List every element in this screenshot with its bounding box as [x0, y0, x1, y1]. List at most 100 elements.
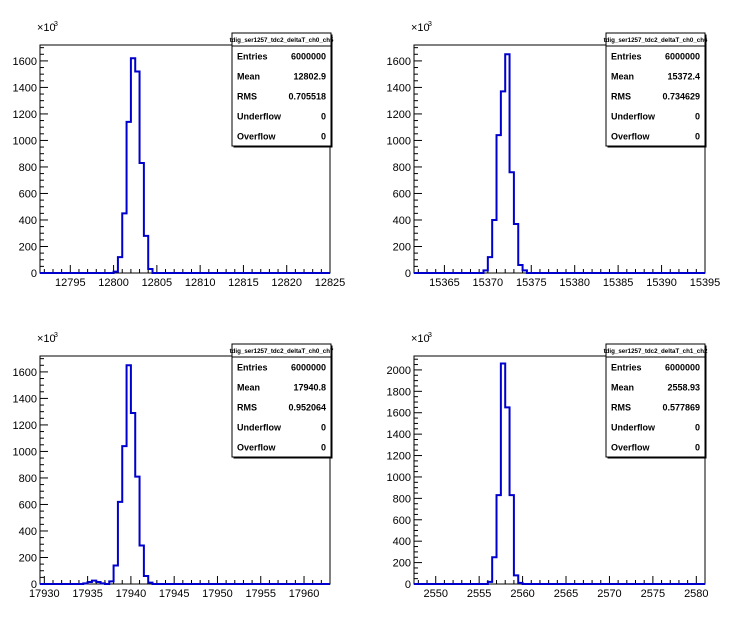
y-tick-label: 1600 [13, 56, 37, 68]
stats-box [231, 32, 332, 147]
stats-label: Underflow [237, 423, 282, 433]
histogram-panel-1: 0 200 400 600 800 1000 1200 1400 1600 12795 12800 1… [13, 21, 346, 289]
y-tick-label: 1200 [387, 109, 411, 121]
y-tick-label: 400 [19, 526, 37, 538]
stats-label: RMS [611, 92, 631, 102]
stats-label: Underflow [611, 423, 656, 433]
histogram-series-line [414, 362, 705, 585]
x-tick-label: 2565 [554, 588, 578, 600]
y-multiplier-exponent: 3 [428, 21, 432, 28]
y-multiplier-label: ×10 [411, 22, 430, 34]
stats-value: 0 [321, 443, 326, 453]
x-tick-label: 12820 [271, 277, 302, 289]
stats-value: 15372.4 [667, 72, 700, 82]
stats-value: 6000000 [665, 52, 700, 62]
y-tick-label: 200 [19, 241, 37, 253]
stats-value: 0.577869 [662, 403, 700, 413]
stats-value: 2558.93 [667, 383, 700, 393]
stats-value: 0 [695, 132, 700, 142]
stats-title: tdig_ser1257_tdc2_deltaT_ch0_ch6 [604, 37, 708, 44]
x-tick-label: 17940 [116, 588, 147, 600]
x-tick-label: 12805 [142, 277, 173, 289]
x-tick-label: 17955 [245, 588, 276, 600]
histogram-series-line [40, 57, 330, 274]
stats-label: RMS [237, 403, 257, 413]
x-tick-label: 12825 [315, 277, 346, 289]
y-tick-label: 800 [19, 162, 37, 174]
x-tick-label: 2575 [641, 588, 665, 600]
stats-label: Underflow [237, 112, 282, 122]
y-tick-label: 1200 [387, 451, 411, 463]
x-tick-label: 12810 [185, 277, 216, 289]
stats-value: 6000000 [665, 363, 700, 373]
stats-label: Mean [237, 72, 260, 82]
y-tick-label: 0 [405, 268, 411, 280]
x-tick-label: 17960 [289, 588, 320, 600]
stats-label: Entries [611, 52, 642, 62]
x-tick-label: 2555 [467, 588, 491, 600]
stats-label: Underflow [611, 112, 656, 122]
y-tick-label: 1000 [13, 135, 37, 147]
x-tick-label: 2580 [684, 588, 708, 600]
y-tick-label: 1400 [387, 429, 411, 441]
x-tick-label: 17945 [159, 588, 190, 600]
y-multiplier-label: ×10 [37, 22, 56, 34]
y-tick-label: 1400 [13, 393, 37, 405]
y-tick-label: 2000 [387, 365, 411, 377]
stats-label: Entries [611, 363, 642, 373]
y-tick-label: 600 [393, 515, 411, 527]
y-tick-label: 1800 [387, 386, 411, 398]
histogram-panel-2: 0 200 400 600 800 1000 1200 1400 1600 15365 15370 1… [387, 21, 721, 289]
stats-value: 0 [321, 112, 326, 122]
y-tick-label: 200 [393, 241, 411, 253]
y-tick-label: 400 [393, 536, 411, 548]
y-tick-label: 0 [405, 579, 411, 591]
x-tick-label: 17950 [202, 588, 233, 600]
stats-value: 0 [695, 443, 700, 453]
x-tick-label: 15395 [690, 277, 721, 289]
y-tick-label: 600 [19, 188, 37, 200]
stats-label: Entries [237, 363, 268, 373]
y-multiplier-exponent: 3 [428, 332, 432, 339]
x-tick-label: 15390 [646, 277, 677, 289]
x-tick-label: 12800 [98, 277, 129, 289]
y-tick-label: 600 [19, 499, 37, 511]
stats-value: 0 [695, 112, 700, 122]
y-multiplier-exponent: 3 [54, 21, 58, 28]
stats-label: Overflow [237, 443, 277, 453]
y-multiplier-exponent: 3 [54, 332, 58, 339]
x-tick-label: 15365 [429, 277, 460, 289]
y-tick-label: 1600 [13, 367, 37, 379]
y-tick-label: 1600 [387, 56, 411, 68]
stats-value: 0 [321, 132, 326, 142]
y-tick-label: 1400 [387, 82, 411, 94]
y-tick-label: 200 [19, 552, 37, 564]
stats-box [605, 32, 706, 147]
x-tick-label: 12795 [55, 277, 86, 289]
stats-title: tdig_ser1257_tdc2_deltaT_ch1_ch2 [604, 348, 708, 355]
x-tick-label: 15380 [559, 277, 590, 289]
stats-label: Entries [237, 52, 268, 62]
x-tick-label: 2570 [597, 588, 621, 600]
y-tick-label: 1000 [387, 472, 411, 484]
stats-label: RMS [611, 403, 631, 413]
histogram-series-line [40, 364, 330, 585]
x-tick-label: 12815 [228, 277, 259, 289]
stats-title: tdig_ser1257_tdc2_deltaT_ch0_ch7 [230, 348, 334, 355]
y-tick-label: 1200 [13, 109, 37, 121]
stats-value: 0 [695, 423, 700, 433]
histogram-panel-3: 0 200 400 600 800 1000 1200 1400 1600 17930 17935 1… [13, 332, 334, 600]
histogram-series-line [414, 53, 705, 274]
stats-label: Overflow [611, 443, 651, 453]
x-tick-label: 17930 [29, 588, 60, 600]
stats-value: 6000000 [291, 363, 326, 373]
x-tick-label: 15385 [603, 277, 634, 289]
y-tick-label: 600 [393, 188, 411, 200]
x-tick-label: 17935 [72, 588, 103, 600]
stats-value: 12802.9 [293, 72, 326, 82]
y-tick-label: 0 [31, 268, 37, 280]
stats-label: Mean [237, 383, 260, 393]
stats-value: 6000000 [291, 52, 326, 62]
y-tick-label: 1400 [13, 82, 37, 94]
